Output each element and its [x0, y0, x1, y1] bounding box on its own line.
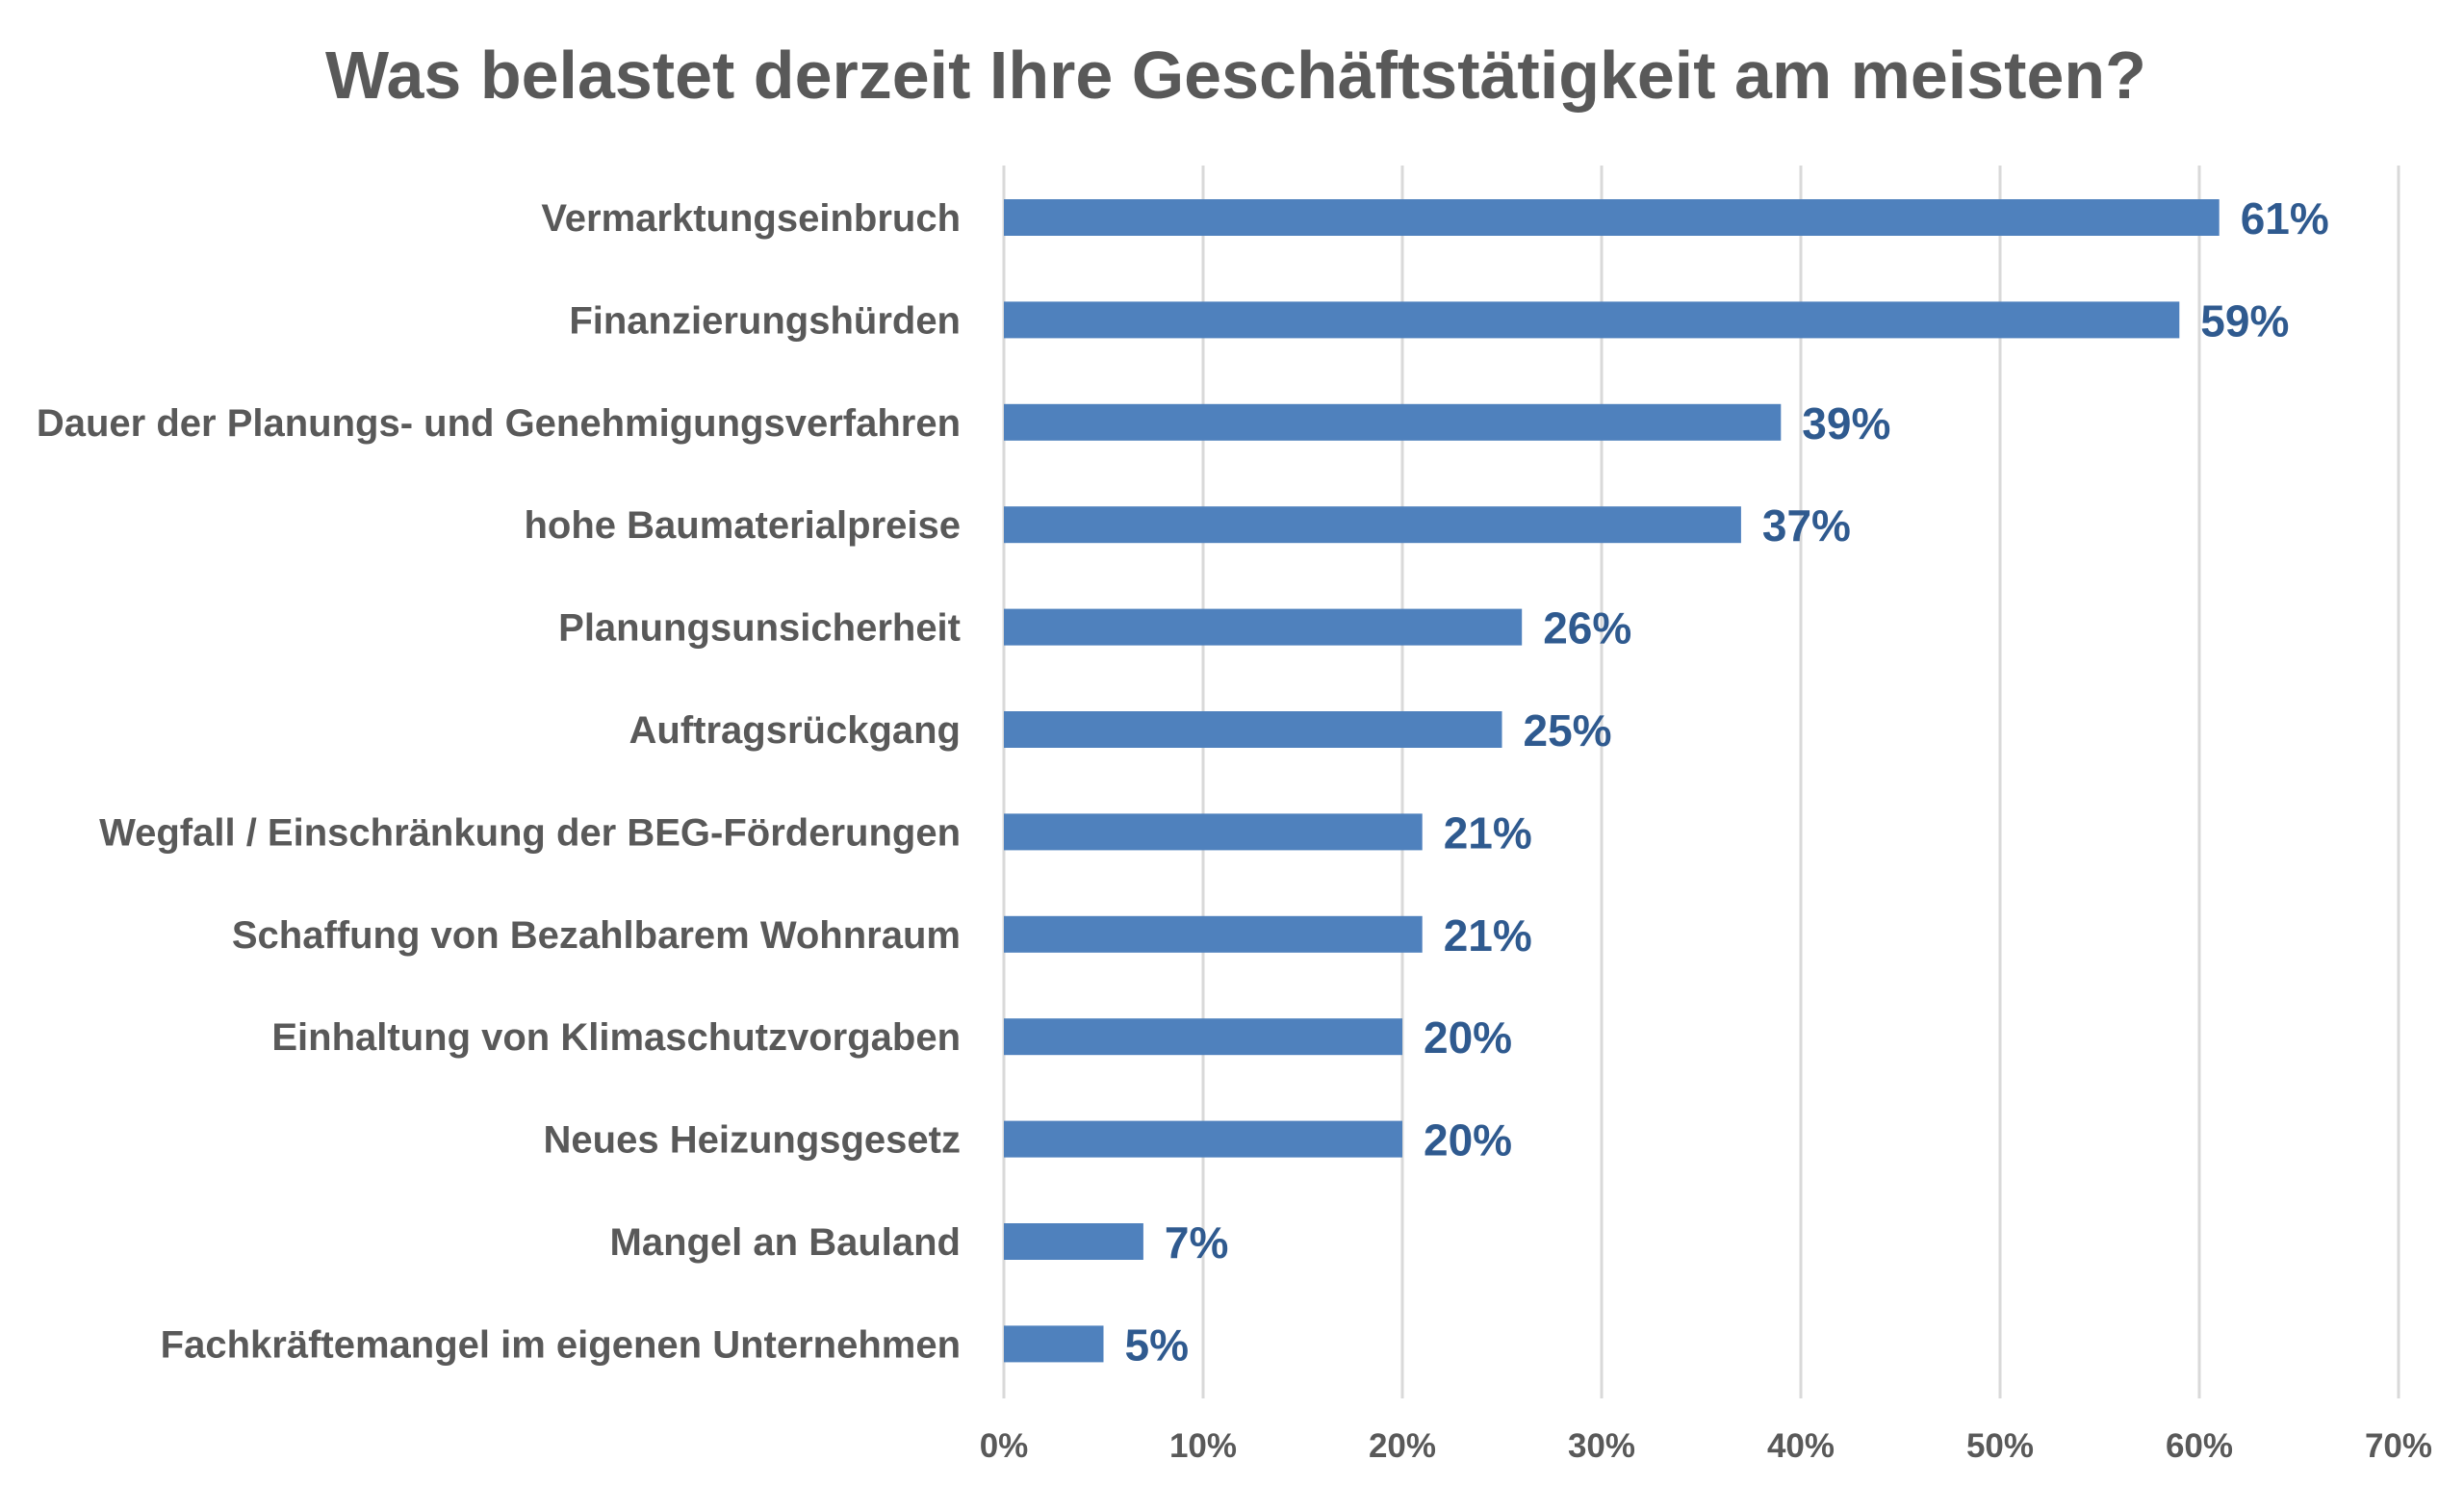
x-tick-label: 40% — [1767, 1427, 1835, 1465]
category-label: hohe Baumaterialpreise — [525, 504, 962, 547]
chart-title: Was belastet derzeit Ihre Geschäftstätig… — [325, 38, 2146, 113]
category-label: Dauer der Planungs- und Genehmigungsverf… — [37, 402, 961, 445]
data-label: 26% — [1543, 603, 1631, 653]
bar — [1004, 506, 1741, 544]
bar — [1004, 1018, 1402, 1056]
data-label: 39% — [1802, 398, 1890, 448]
gridlines — [1002, 166, 2400, 1398]
data-label: 21% — [1444, 910, 1532, 961]
category-label: Neues Heizungsgesetz — [544, 1119, 961, 1162]
bar — [1004, 1223, 1143, 1260]
bar — [1004, 199, 2220, 236]
category-label: Einhaltung von Klimaschutzvorgaben — [271, 1016, 961, 1059]
x-tick-label: 10% — [1169, 1427, 1237, 1465]
data-label: 25% — [1524, 705, 1612, 756]
data-label: 7% — [1165, 1217, 1228, 1268]
data-label: 37% — [1762, 500, 1851, 551]
data-label: 5% — [1125, 1319, 1189, 1370]
category-label: Fachkräftemangel im eigenen Unternehmen — [161, 1323, 961, 1366]
x-tick-label: 30% — [1568, 1427, 1635, 1465]
bar — [1004, 301, 2180, 339]
bar — [1004, 711, 1502, 748]
category-label: Wegfall / Einschränkung der BEG-Förderun… — [99, 811, 961, 854]
data-label: 20% — [1424, 1115, 1512, 1166]
bar — [1004, 1325, 1104, 1363]
data-label: 59% — [2200, 295, 2289, 346]
bar — [1004, 915, 1423, 953]
x-tick-label: 70% — [2365, 1427, 2432, 1465]
bar — [1004, 1120, 1402, 1158]
x-tick-label: 50% — [1966, 1427, 2034, 1465]
data-label: 20% — [1424, 1012, 1512, 1063]
bar — [1004, 608, 1523, 646]
x-tick-label: 60% — [2166, 1427, 2233, 1465]
bars — [1004, 199, 2220, 1363]
data-label: 21% — [1444, 807, 1532, 858]
category-label: Finanzierungshürden — [569, 299, 961, 342]
data-label: 61% — [2241, 193, 2329, 243]
category-label: Planungsunsicherheit — [558, 607, 961, 650]
category-labels: Vermarktungseinbruch Finanzierungshürden D… — [37, 197, 961, 1366]
category-label: Schaffung von Bezahlbarem Wohnraum — [232, 914, 961, 957]
x-tick-label: 20% — [1369, 1427, 1436, 1465]
data-labels: 61% 59% 39% 37% 26% 25% 21% 21% 20% 20% 7% 5% — [1125, 193, 2329, 1370]
bar — [1004, 403, 1782, 441]
x-tick-label: 0% — [980, 1427, 1029, 1465]
category-label: Vermarktungseinbruch — [541, 197, 961, 240]
bar — [1004, 813, 1423, 851]
category-label: Auftragsrückgang — [629, 709, 962, 752]
x-axis-tick-labels: 0% 10% 20% 30% 40% 50% 60% 70% — [980, 1427, 2432, 1465]
category-label: Mangel an Bauland — [610, 1221, 962, 1264]
